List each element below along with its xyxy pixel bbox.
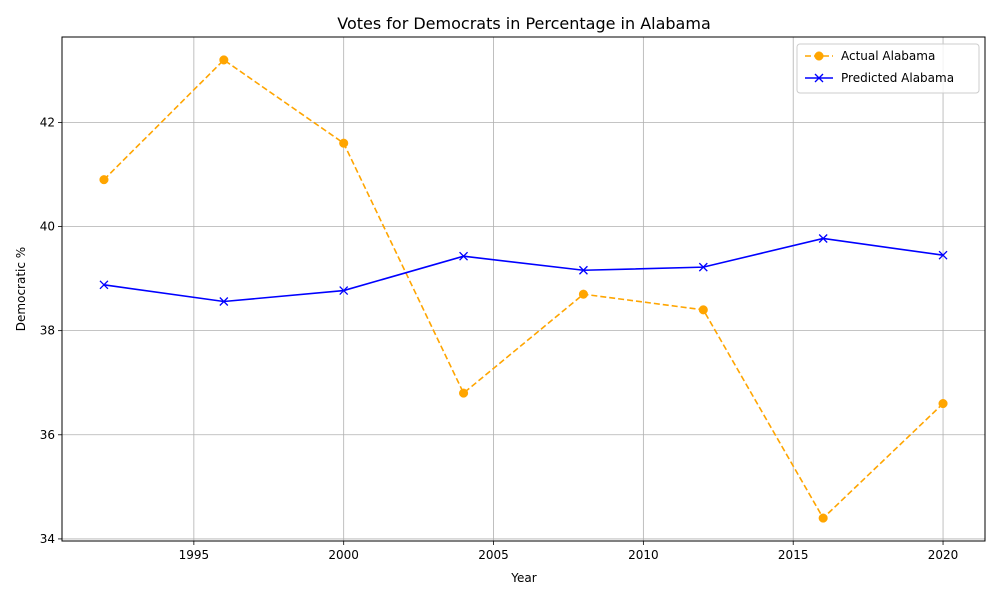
chart-title: Votes for Democrats in Percentage in Ala… — [337, 14, 711, 33]
data-point — [339, 286, 349, 296]
grid — [62, 37, 985, 541]
marker-stroke — [339, 286, 349, 296]
y-tick-label: 36 — [40, 428, 55, 442]
plot-frame — [61, 36, 986, 542]
legend-item: Predicted Alabama — [805, 71, 954, 85]
series-1 — [99, 55, 948, 523]
legend-marker — [814, 51, 824, 61]
marker-stroke — [818, 234, 828, 243]
x-tick-label: 2015 — [778, 548, 809, 562]
series-2 — [99, 234, 948, 306]
data-point — [578, 289, 588, 299]
data-point — [818, 234, 828, 243]
legend-label: Predicted Alabama — [841, 71, 954, 85]
marker-stroke — [938, 250, 948, 260]
marker-stroke — [219, 297, 229, 306]
x-tick-label: 1995 — [179, 548, 210, 562]
data-point — [459, 251, 469, 261]
x-axis-label: Year — [510, 571, 536, 585]
x-tick-label: 2020 — [928, 548, 959, 562]
x-tick-label: 2005 — [478, 548, 509, 562]
legend-label: Actual Alabama — [841, 49, 935, 63]
series-line — [103, 58, 944, 520]
marker-stroke — [99, 280, 109, 290]
marker-stroke — [459, 251, 469, 261]
y-tick-label: 40 — [40, 220, 55, 234]
data-point — [938, 398, 948, 409]
data-point — [219, 55, 229, 65]
data-point — [938, 250, 948, 260]
marker-stroke — [814, 73, 824, 83]
y-axis-label: Democratic % — [14, 247, 28, 331]
series-line — [103, 237, 944, 303]
legend-item: Actual Alabama — [805, 49, 935, 63]
data-point — [99, 280, 109, 290]
marker-stroke — [698, 262, 708, 272]
marker-stroke — [578, 265, 588, 275]
data-point — [459, 388, 469, 398]
legend-box — [796, 43, 980, 94]
data-point — [698, 262, 708, 272]
y-tick-label: 34 — [40, 532, 55, 546]
data-point — [99, 175, 109, 185]
data-point — [219, 297, 229, 306]
data-point — [698, 305, 708, 315]
legend-marker — [814, 73, 824, 83]
x-tick-label: 2010 — [628, 548, 659, 562]
ticks: 1995 2000 2005 2010 2015 2020 34 36 38 40 42 — [40, 115, 959, 562]
y-tick-label: 38 — [40, 324, 55, 338]
legend: Actual Alabama Predicted Alabama — [796, 43, 980, 94]
data-point — [339, 138, 349, 148]
data-point — [818, 513, 828, 523]
data-point — [578, 265, 588, 275]
y-tick-label: 42 — [40, 115, 55, 129]
series-layer — [99, 55, 948, 523]
x-tick-label: 2000 — [328, 548, 359, 562]
